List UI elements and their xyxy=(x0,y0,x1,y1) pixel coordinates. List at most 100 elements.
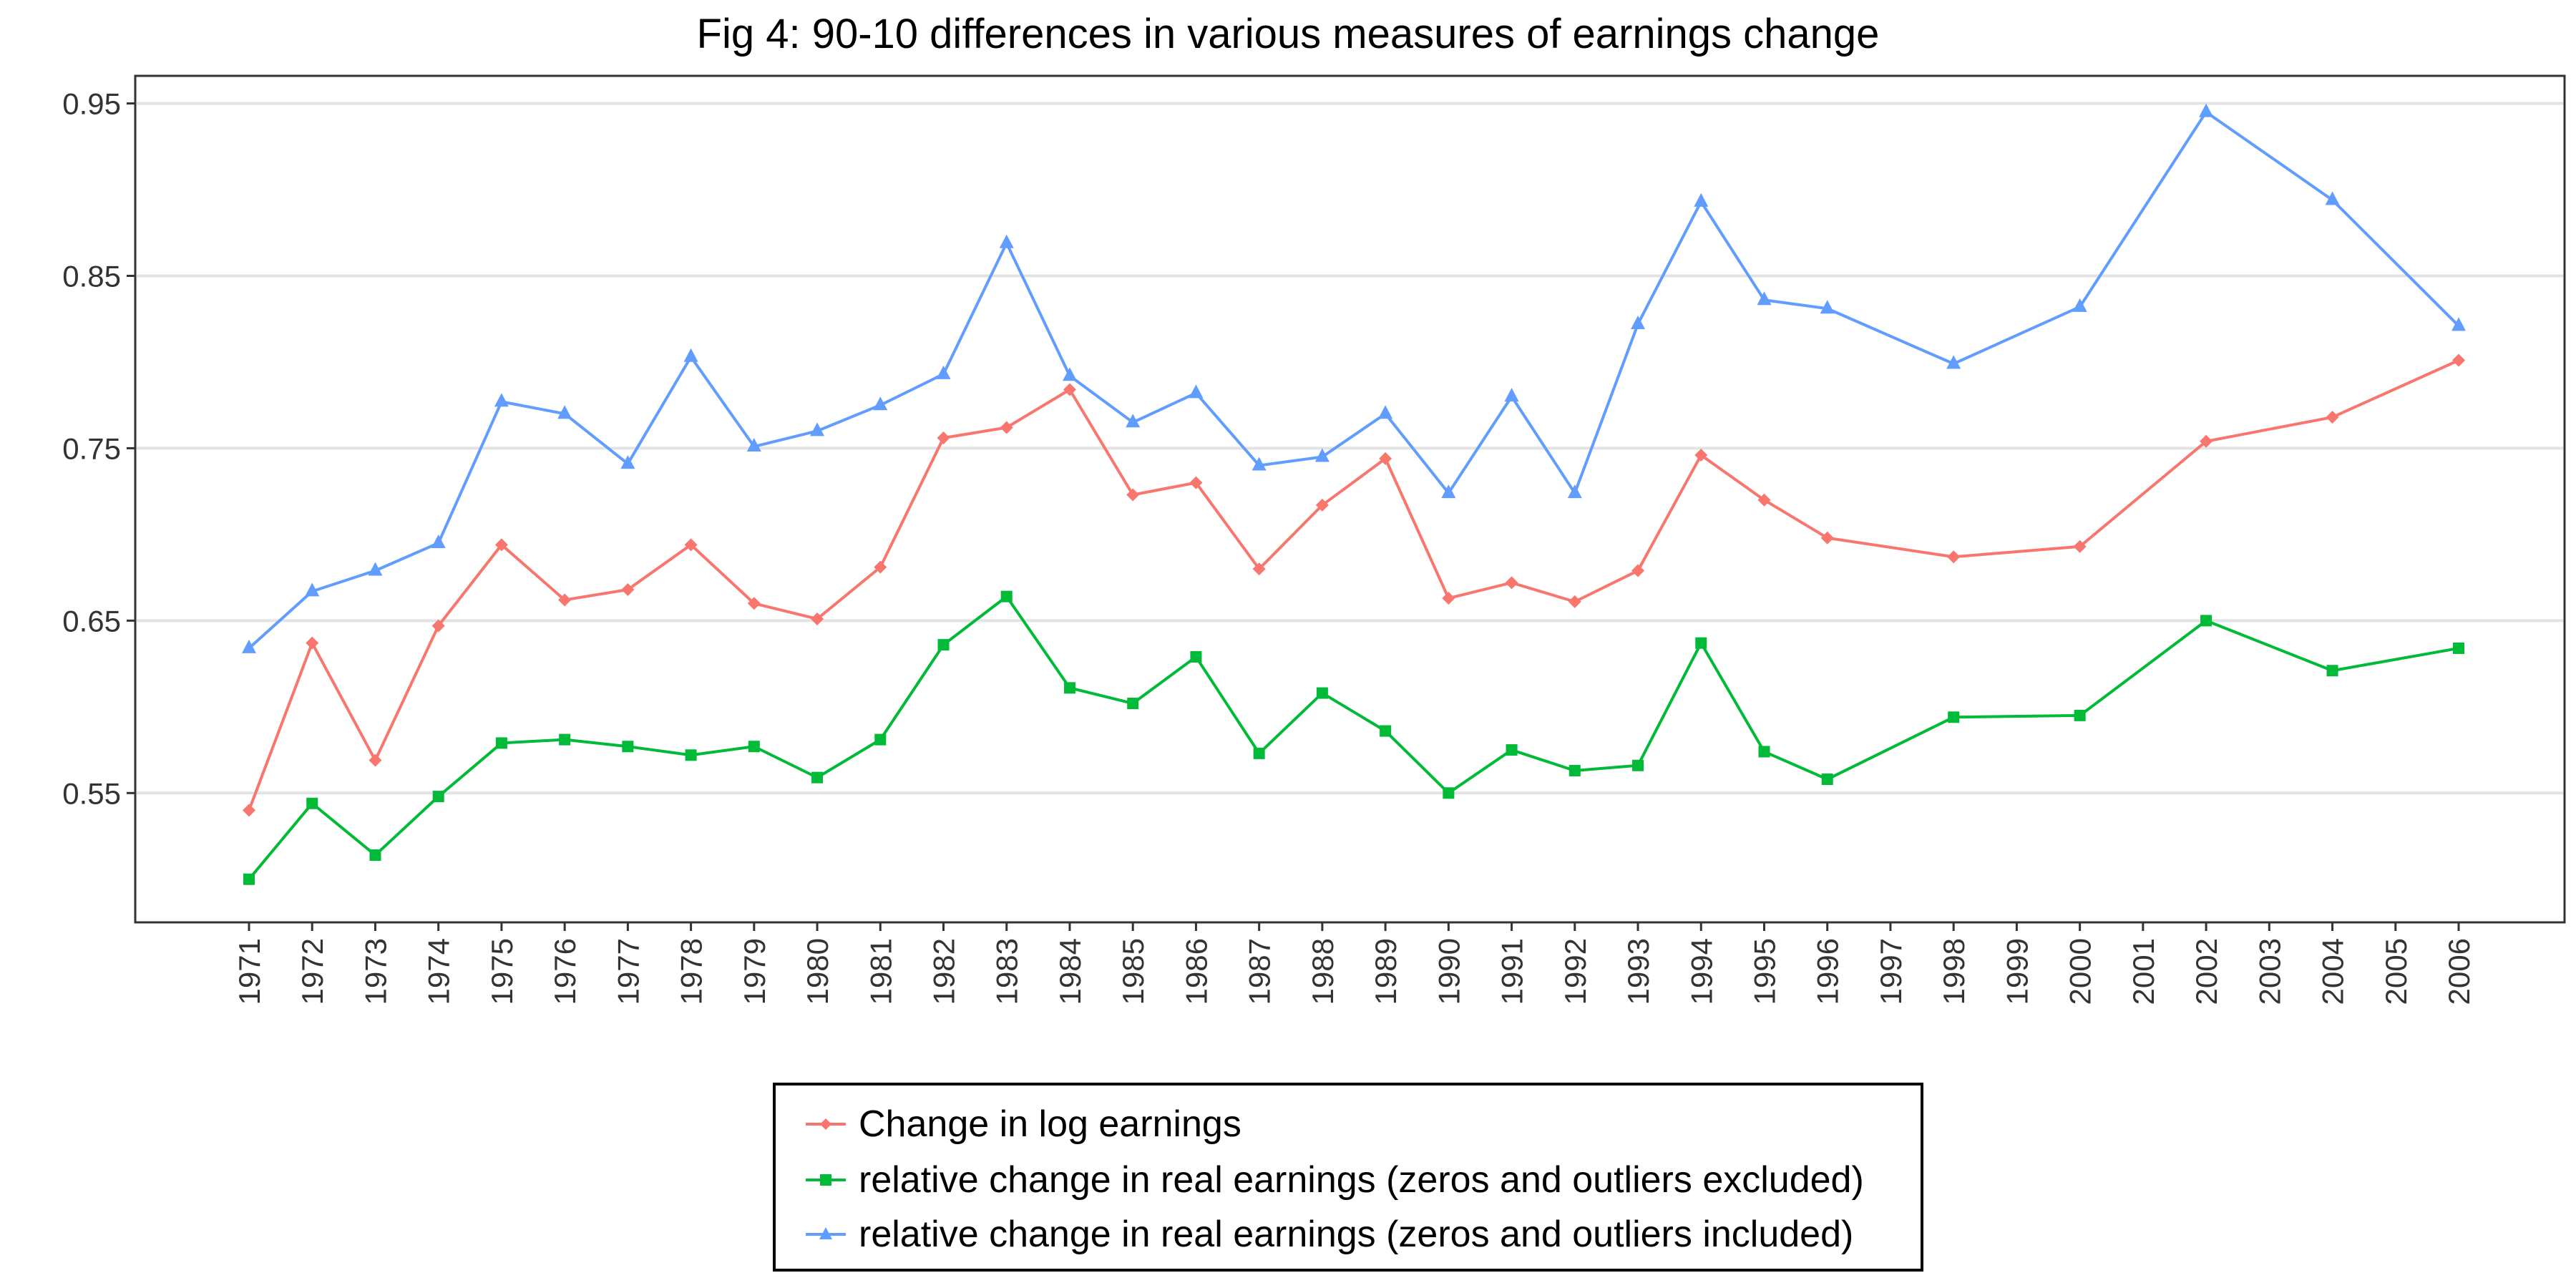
x-tick-label: 1976 xyxy=(548,938,582,1005)
data-point-square xyxy=(243,873,255,885)
data-point-square xyxy=(2200,615,2212,627)
data-point-triangle xyxy=(1252,457,1267,471)
data-point-square xyxy=(1695,637,1707,649)
data-point-triangle xyxy=(1694,192,1709,207)
legend-key-square-icon xyxy=(806,1174,846,1186)
data-point-diamond xyxy=(811,612,824,625)
x-tick-label: 1983 xyxy=(990,938,1024,1005)
x-tick-label: 1978 xyxy=(675,938,708,1005)
x-tick-label: 1991 xyxy=(1496,938,1529,1005)
data-point-diamond xyxy=(1379,452,1392,465)
x-tick-label: 1989 xyxy=(1369,938,1402,1005)
data-point-square xyxy=(495,737,507,749)
y-tick-label: 0.75 xyxy=(62,431,121,465)
data-point-square xyxy=(1568,764,1581,776)
data-point-square xyxy=(685,749,697,761)
data-point-square xyxy=(937,639,950,651)
x-tick-label: 1987 xyxy=(1243,938,1277,1005)
legend-label: Change in log earnings xyxy=(859,1103,1241,1145)
data-point-square xyxy=(1316,687,1328,699)
y-tick-label: 0.95 xyxy=(62,87,121,121)
data-point-diamond xyxy=(874,560,887,574)
data-point-triangle xyxy=(494,393,509,407)
x-tick-label: 1998 xyxy=(1937,938,1971,1005)
data-point-triangle xyxy=(1757,291,1772,306)
data-point-diamond xyxy=(1505,576,1518,590)
x-tick-label: 2001 xyxy=(2127,938,2160,1005)
data-point-square xyxy=(559,733,571,746)
data-point-triangle xyxy=(557,405,572,419)
data-point-square xyxy=(1443,787,1455,799)
data-point-triangle xyxy=(2451,317,2466,331)
data-point-triangle xyxy=(1062,367,1077,381)
data-point-diamond xyxy=(494,538,508,552)
legend: Change in log earnings relative change i… xyxy=(773,1083,1923,1272)
x-tick-label: 1985 xyxy=(1116,938,1150,1005)
data-point-square xyxy=(748,741,760,753)
x-tick-label: 1981 xyxy=(864,938,897,1005)
data-point-diamond xyxy=(306,636,319,650)
data-point-triangle xyxy=(1631,315,1646,329)
data-point-square xyxy=(369,849,381,862)
legend-label: relative change in real earnings (zeros … xyxy=(859,1214,1854,1255)
x-tick-label: 2002 xyxy=(2190,938,2223,1005)
x-tick-label: 1971 xyxy=(233,938,266,1005)
x-tick-label: 1974 xyxy=(422,938,456,1005)
data-point-square xyxy=(306,797,318,809)
data-point-diamond xyxy=(1820,531,1834,545)
data-point-triangle xyxy=(999,234,1014,248)
legend-key-triangle-icon xyxy=(806,1227,846,1239)
data-point-square xyxy=(1190,650,1202,663)
x-tick-label: 1992 xyxy=(1558,938,1592,1005)
y-tick-label: 0.85 xyxy=(62,259,121,293)
data-point-triangle xyxy=(1504,388,1519,402)
x-tick-label: 1977 xyxy=(611,938,645,1005)
x-tick-label: 2005 xyxy=(2379,938,2413,1005)
legend-key-diamond-icon xyxy=(806,1118,846,1130)
data-point-diamond xyxy=(1063,383,1076,396)
data-point-triangle xyxy=(368,562,383,576)
data-point-diamond xyxy=(621,582,635,596)
data-point-diamond xyxy=(1947,550,1961,564)
y-tick-label: 0.55 xyxy=(62,776,121,810)
legend-item-zeros-outliers-included: relative change in real earnings (zeros … xyxy=(804,1211,1853,1257)
data-point-square xyxy=(2074,709,2086,721)
data-point-diamond xyxy=(1442,592,1455,605)
data-point-square xyxy=(1948,711,1960,723)
x-tick-label: 1999 xyxy=(2000,938,2034,1005)
x-tick-label: 1986 xyxy=(1179,938,1213,1005)
plot-panel xyxy=(134,74,2566,924)
data-point-diamond xyxy=(2326,411,2339,424)
data-point-square xyxy=(811,771,824,784)
data-point-triangle xyxy=(936,365,951,379)
x-tick-label: 2006 xyxy=(2442,938,2476,1005)
data-point-diamond xyxy=(558,593,572,607)
data-point-square xyxy=(1506,744,1518,756)
legend-label: relative change in real earnings (zeros … xyxy=(859,1159,1864,1201)
legend-item-change-in-log-earnings: Change in log earnings xyxy=(804,1101,1241,1147)
data-point-triangle xyxy=(810,422,825,436)
x-tick-label: 1972 xyxy=(296,938,329,1005)
data-point-square xyxy=(1632,759,1644,771)
data-point-triangle xyxy=(1126,414,1141,428)
data-point-diamond xyxy=(369,753,382,767)
x-tick-label: 2003 xyxy=(2253,938,2286,1005)
data-point-triangle xyxy=(242,639,256,653)
data-point-triangle xyxy=(2072,298,2087,312)
x-tick-label: 1990 xyxy=(1432,938,1465,1005)
data-point-diamond xyxy=(1631,564,1645,577)
data-point-diamond xyxy=(684,538,698,552)
data-point-diamond xyxy=(1252,562,1266,576)
data-point-triangle xyxy=(1314,448,1330,462)
data-point-square xyxy=(874,733,887,746)
data-point-square xyxy=(2453,642,2464,654)
data-point-diamond xyxy=(1694,449,1708,462)
x-tick-label: 2000 xyxy=(2064,938,2097,1005)
data-point-diamond xyxy=(1126,488,1140,502)
data-point-square xyxy=(622,741,634,753)
data-point-triangle xyxy=(305,582,320,597)
data-point-diamond xyxy=(2452,353,2465,367)
data-point-triangle xyxy=(873,396,888,411)
data-point-triangle xyxy=(431,534,446,548)
